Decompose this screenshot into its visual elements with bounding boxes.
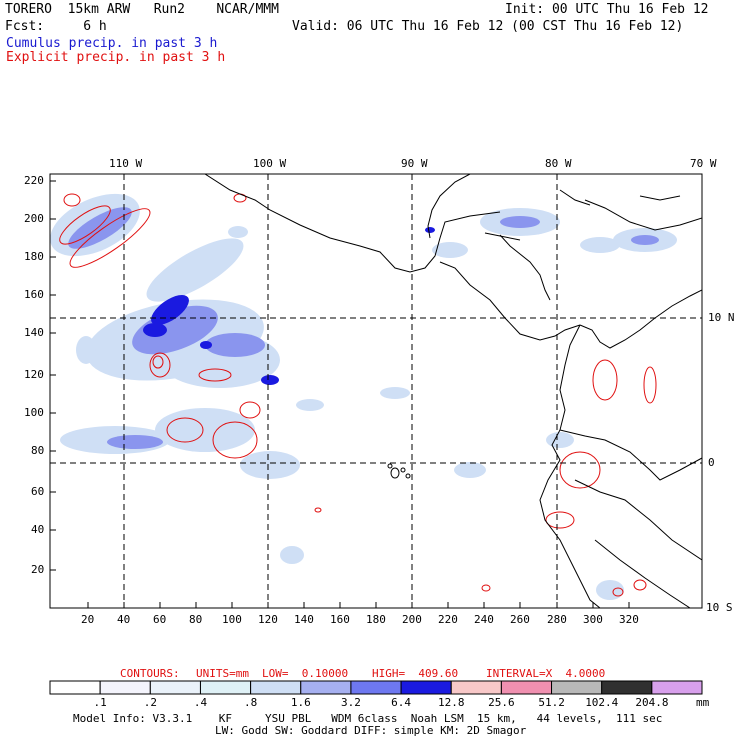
- contour-interval: INTERVAL=X 4.0000: [486, 667, 606, 680]
- colorbar-tick-label: 25.6: [488, 696, 515, 709]
- y-tick-label: 80: [31, 444, 45, 457]
- x-tick-label: 60: [153, 613, 167, 626]
- model-info-line: Model Info: V3.3.1 KF YSU PBL WDM 6class…: [73, 712, 663, 725]
- x-tick-label: 80: [189, 613, 203, 626]
- lat-label-10n: 10 N: [708, 311, 735, 324]
- lon-label-100w: 100 W: [253, 157, 287, 170]
- x-tick-label: 180: [366, 613, 386, 626]
- model-run-title: TORERO 15km ARW Run2 NCAR/MMM: [5, 2, 279, 17]
- x-tick-label: 40: [117, 613, 131, 626]
- colorbar-tick-label: 6.4: [391, 696, 412, 709]
- colorbar-tick-label: 1.6: [290, 696, 311, 709]
- x-tick-label: 160: [330, 613, 350, 626]
- init-time: Init: 00 UTC Thu 16 Feb 12: [505, 2, 709, 17]
- x-tick-label: 240: [474, 613, 494, 626]
- colorbar-tick-label: .2: [143, 696, 157, 709]
- x-tick-label: 280: [547, 613, 567, 626]
- valid-time: Valid: 06 UTC Thu 16 Feb 12 (00 CST Thu …: [292, 19, 684, 34]
- x-tick-label: 220: [438, 613, 458, 626]
- colorbar-tick-label: 3.2: [341, 696, 361, 709]
- physics-info-line: LW: Godd SW: Goddard DIFF: simple KM: 2D…: [215, 724, 527, 737]
- colorbar-tick-label: .4: [193, 696, 208, 709]
- lon-label-90w: 90 W: [401, 157, 428, 170]
- y-tick-label: 120: [24, 368, 44, 381]
- precip-field: [50, 174, 702, 608]
- x-tick-label: 20: [81, 613, 95, 626]
- y-tick-label: 160: [24, 288, 44, 301]
- forecast-hour: Fcst: 6 h: [5, 19, 107, 34]
- lon-label-110w: 110 W: [109, 157, 143, 170]
- contour-label: CONTOURS:: [120, 667, 180, 680]
- x-tick-label: 140: [294, 613, 314, 626]
- y-tick-label: 20: [31, 563, 45, 576]
- y-tick-label: 60: [31, 485, 45, 498]
- lon-label-80w: 80 W: [545, 157, 572, 170]
- colorbar-tick-label: 51.2: [538, 696, 565, 709]
- axis-ticks: [50, 180, 630, 608]
- y-tick-label: 40: [31, 523, 45, 536]
- cumulus-legend: Cumulus precip. in past 3 h: [6, 36, 218, 51]
- colorbar-tick-label: 204.8: [635, 696, 669, 709]
- colorbar-tick-label: .8: [244, 696, 258, 709]
- colorbar-tick-label: 12.8: [438, 696, 465, 709]
- contour-high: HIGH= 409.60: [372, 667, 459, 680]
- x-tick-label: 100: [222, 613, 242, 626]
- x-tick-label: 120: [258, 613, 278, 626]
- x-tick-label: 200: [402, 613, 422, 626]
- y-tick-label: 180: [24, 250, 44, 263]
- latlon-grid: [50, 174, 702, 608]
- lat-label-0: 0: [708, 456, 715, 469]
- colorbar-tick-label: .1: [93, 696, 107, 709]
- lon-label-70w: 70 W: [690, 157, 717, 170]
- lat-label-10s: 10 S: [706, 601, 733, 614]
- y-tick-label: 220: [24, 174, 44, 187]
- y-tick-label: 100: [24, 406, 44, 419]
- explicit-legend: Explicit precip. in past 3 h: [6, 50, 226, 65]
- contour-low: LOW= 0.10000: [262, 667, 349, 680]
- colorbar-tick-label: 102.4: [585, 696, 619, 709]
- x-tick-label: 320: [619, 613, 639, 626]
- y-tick-label: 200: [24, 212, 44, 225]
- x-tick-label: 300: [583, 613, 603, 626]
- y-tick-label: 140: [24, 326, 44, 339]
- contour-units: UNITS=mm: [196, 667, 249, 680]
- x-tick-label: 260: [510, 613, 530, 626]
- colorbar-unit: mm: [696, 696, 710, 709]
